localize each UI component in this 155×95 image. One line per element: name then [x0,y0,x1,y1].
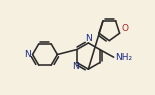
Text: N: N [85,34,92,44]
Text: O: O [121,24,128,33]
Text: N: N [72,62,78,71]
Text: N: N [25,50,31,59]
Text: NH₂: NH₂ [115,53,132,62]
